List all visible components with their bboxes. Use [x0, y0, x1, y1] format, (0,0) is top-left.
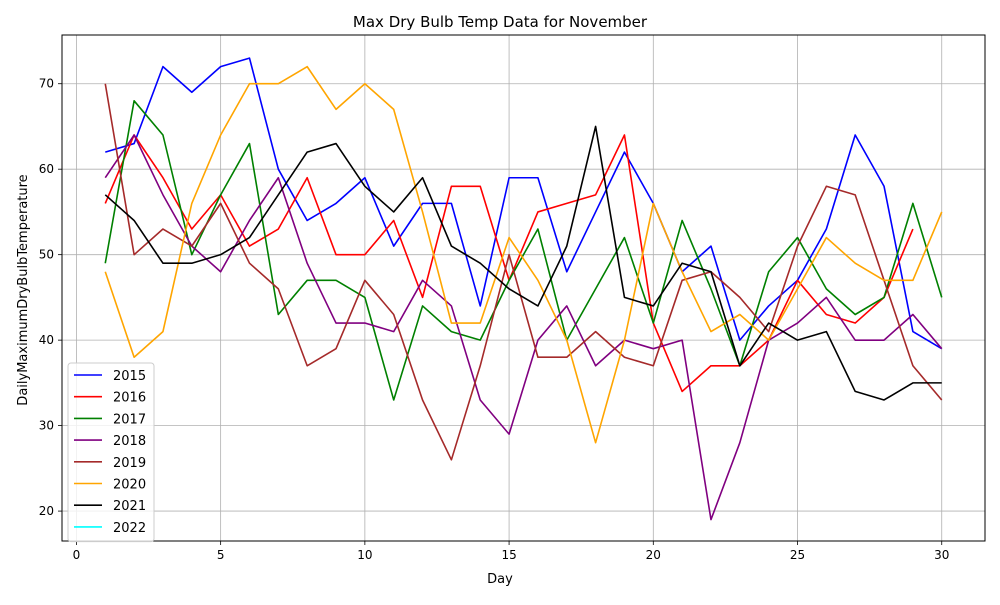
series-line-2017 [104, 100, 943, 401]
y-tick-label: 60 [39, 162, 54, 176]
y-tick-label: 20 [39, 504, 54, 518]
legend-label-2018: 2018 [113, 434, 146, 449]
legend-label-2016: 2016 [113, 391, 146, 406]
chart-title: Max Dry Bulb Temp Data for November [353, 13, 648, 31]
series-lines [104, 57, 943, 521]
x-tick-label: 25 [790, 548, 805, 562]
y-tick-label: 50 [39, 248, 54, 262]
legend-box [67, 362, 155, 543]
x-tick-label: 10 [357, 548, 372, 562]
x-tick-label: 5 [217, 548, 225, 562]
x-tick-label: 15 [501, 548, 516, 562]
series-line-2015 [105, 57, 943, 350]
y-tick-label: 40 [39, 333, 54, 347]
legend: 2015 2016 2017 2018 2019 2020 2021 2022 [67, 362, 155, 543]
legend-label-2021: 2021 [113, 499, 146, 514]
plot-frame [61, 34, 986, 542]
legend-label-2019: 2019 [113, 456, 146, 471]
x-axis-label: Day [487, 572, 513, 587]
x-tick-label: 0 [73, 548, 81, 562]
series-line-2020 [104, 65, 943, 444]
y-tick-label: 70 [39, 77, 54, 91]
legend-label-2017: 2017 [113, 412, 146, 427]
series-line-2019 [104, 83, 943, 461]
axis-ticks: 0 5 10 15 20 25 30 20 30 40 50 60 70 [39, 77, 950, 562]
series-line-2021 [104, 125, 942, 401]
series-line-2018 [104, 134, 943, 521]
y-tick-label: 30 [39, 419, 54, 433]
x-tick-label: 30 [934, 548, 949, 562]
x-tick-label: 20 [646, 548, 661, 562]
legend-label-2015: 2015 [113, 369, 146, 384]
y-axis-label: DailyMaximumDryBulbTemperature [16, 174, 31, 405]
legend-label-2022: 2022 [113, 521, 146, 536]
legend-label-2020: 2020 [113, 478, 146, 493]
